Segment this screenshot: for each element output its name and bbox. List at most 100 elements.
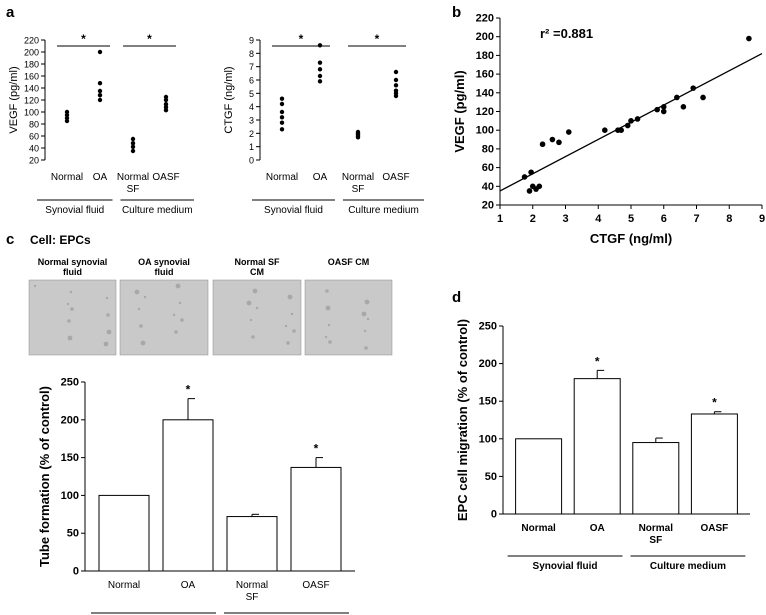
micrograph-texture-spot — [174, 330, 178, 334]
correlation-y-tick-label: 200 — [476, 31, 494, 43]
vegf-group-label: Culture medium — [122, 205, 193, 216]
micrograph-texture-spot — [325, 289, 329, 293]
vegf-y-tick-label: 80 — [29, 120, 39, 130]
micrograph-texture-spot — [287, 294, 293, 300]
micrograph-texture-spot — [324, 335, 328, 339]
vegf-y-tick-label: 60 — [29, 132, 39, 142]
ctgf-data-point — [279, 101, 285, 107]
ctgf-data-point — [279, 120, 285, 125]
micrograph-texture-spot — [69, 290, 73, 294]
micrograph-texture-spot — [67, 335, 73, 341]
micrograph-image — [119, 279, 209, 356]
micrograph-texture-spot — [70, 307, 74, 311]
micrograph-texture-spot — [364, 346, 368, 350]
cell-migration-category-label: Normal — [521, 523, 556, 534]
correlation-data-point — [628, 118, 634, 124]
vegf-data-point — [130, 136, 136, 142]
micrograph-texture-spot — [325, 305, 331, 311]
vegf-y-tick-label: 200 — [24, 48, 39, 58]
tube-formation-category-label: OA — [181, 580, 196, 591]
correlation-data-point — [565, 129, 572, 135]
micrograph-texture-spot — [134, 289, 140, 295]
micrograph-texture-spot — [327, 323, 331, 327]
micrograph-label: OA synovial — [138, 257, 190, 267]
micrograph-texture-spot — [180, 318, 184, 322]
vegf-data-point — [97, 81, 103, 86]
tube-formation-y-tick-label: 200 — [61, 414, 79, 426]
vegf-category-label: OASF — [152, 172, 179, 183]
micrograph-texture-spot — [172, 313, 176, 317]
ctgf-data-point — [317, 67, 323, 72]
chart-vegf-scatter: 20 40 60 80 100 120 140 160 180 200 220 VEGF (pg/ml… — [8, 32, 194, 216]
correlation-data-point — [654, 106, 660, 113]
correlation-data-point — [680, 104, 687, 110]
cell-type-title: Cell: EPCs — [30, 233, 91, 247]
cell-migration-category-label: Normal — [639, 523, 674, 534]
ctgf-data-point — [317, 60, 323, 65]
vegf-y-tick-label: 120 — [24, 96, 39, 106]
cell-migration-y-tick-label: 200 — [479, 358, 497, 370]
micrograph-texture-spot — [137, 307, 141, 311]
micrograph-label: Normal synovial — [38, 257, 108, 267]
cell-migration-category-label-line2: SF — [649, 535, 662, 546]
panel-letter-d: d — [452, 289, 461, 306]
micrograph-texture-spot — [252, 288, 258, 294]
vegf-category-label: Normal — [51, 172, 83, 183]
tube-formation-category-label: OASF — [302, 580, 329, 591]
ctgf-y-tick-label: 4 — [249, 102, 254, 112]
vegf-y-tick-label: 20 — [29, 156, 39, 166]
correlation-x-tick-label: 4 — [595, 213, 602, 225]
ctgf-y-tick-label: 2 — [249, 129, 254, 139]
correlation-x-tick-label: 3 — [562, 213, 568, 225]
micrograph-texture-spot — [249, 318, 253, 322]
correlation-x-tick-label: 8 — [726, 213, 732, 225]
vegf-data-point — [97, 49, 103, 55]
cell-migration-category-label: OA — [590, 523, 605, 534]
vegf-data-point — [97, 97, 103, 103]
correlation-x-tick-label: 5 — [628, 213, 634, 225]
cell-migration-bar — [573, 378, 621, 515]
ctgf-category-label: OASF — [382, 172, 409, 183]
micrograph-texture-spot — [286, 341, 290, 345]
tube-formation-y-tick-label: 250 — [61, 377, 79, 389]
ctgf-y-tick-label: 7 — [249, 62, 254, 72]
micrograph-texture-spot — [364, 299, 370, 305]
vegf-category-label-line2: SF — [127, 184, 140, 195]
correlation-r-squared: r² =0.881 — [540, 26, 593, 41]
vegf-group-label: Synovial fluid — [45, 205, 104, 216]
correlation-data-point — [521, 174, 528, 180]
vegf-category-label: Normal — [117, 172, 149, 183]
cell-migration-y-axis-title: EPC cell migration (% of control) — [455, 319, 470, 521]
correlation-data-point — [690, 85, 697, 91]
vegf-y-tick-label: 100 — [24, 108, 39, 118]
correlation-y-tick-label: 160 — [476, 69, 494, 81]
micrograph-image — [304, 279, 393, 356]
ctgf-y-tick-label: 1 — [249, 142, 254, 152]
micrograph-label: OASF CM — [328, 257, 370, 267]
ctgf-category-label: Normal — [342, 172, 374, 183]
ctgf-y-tick-label: 8 — [249, 49, 254, 59]
micrograph-texture-spot — [251, 335, 255, 339]
correlation-data-point — [700, 94, 706, 101]
correlation-y-tick-label: 60 — [482, 162, 494, 174]
correlation-data-point — [746, 35, 752, 42]
correlation-data-point — [602, 127, 608, 133]
vegf-category-label: OA — [93, 172, 108, 183]
cell-migration-y-tick-label: 100 — [479, 433, 497, 445]
vegf-y-axis-title: VEGF (pg/ml) — [8, 66, 20, 133]
micrograph-texture-spot — [67, 319, 71, 323]
tube-formation-category-label-line2: SF — [246, 592, 259, 603]
ctgf-data-point — [393, 88, 399, 93]
vegf-significance-star: * — [81, 32, 86, 46]
micrograph-texture-spot — [66, 302, 70, 306]
micrograph-texture-spot — [143, 295, 147, 299]
chart-tube-formation: 0 50 100 150 200 250 Tube formation (% of cont… — [37, 377, 355, 614]
tube-formation-y-tick-label: 100 — [61, 490, 79, 502]
ctgf-significance-star: * — [375, 32, 380, 46]
ctgf-y-tick-label: 5 — [249, 89, 254, 99]
vegf-data-point — [97, 93, 103, 98]
vegf-y-tick-label: 220 — [24, 36, 39, 46]
micrograph-texture-spot — [284, 324, 288, 328]
